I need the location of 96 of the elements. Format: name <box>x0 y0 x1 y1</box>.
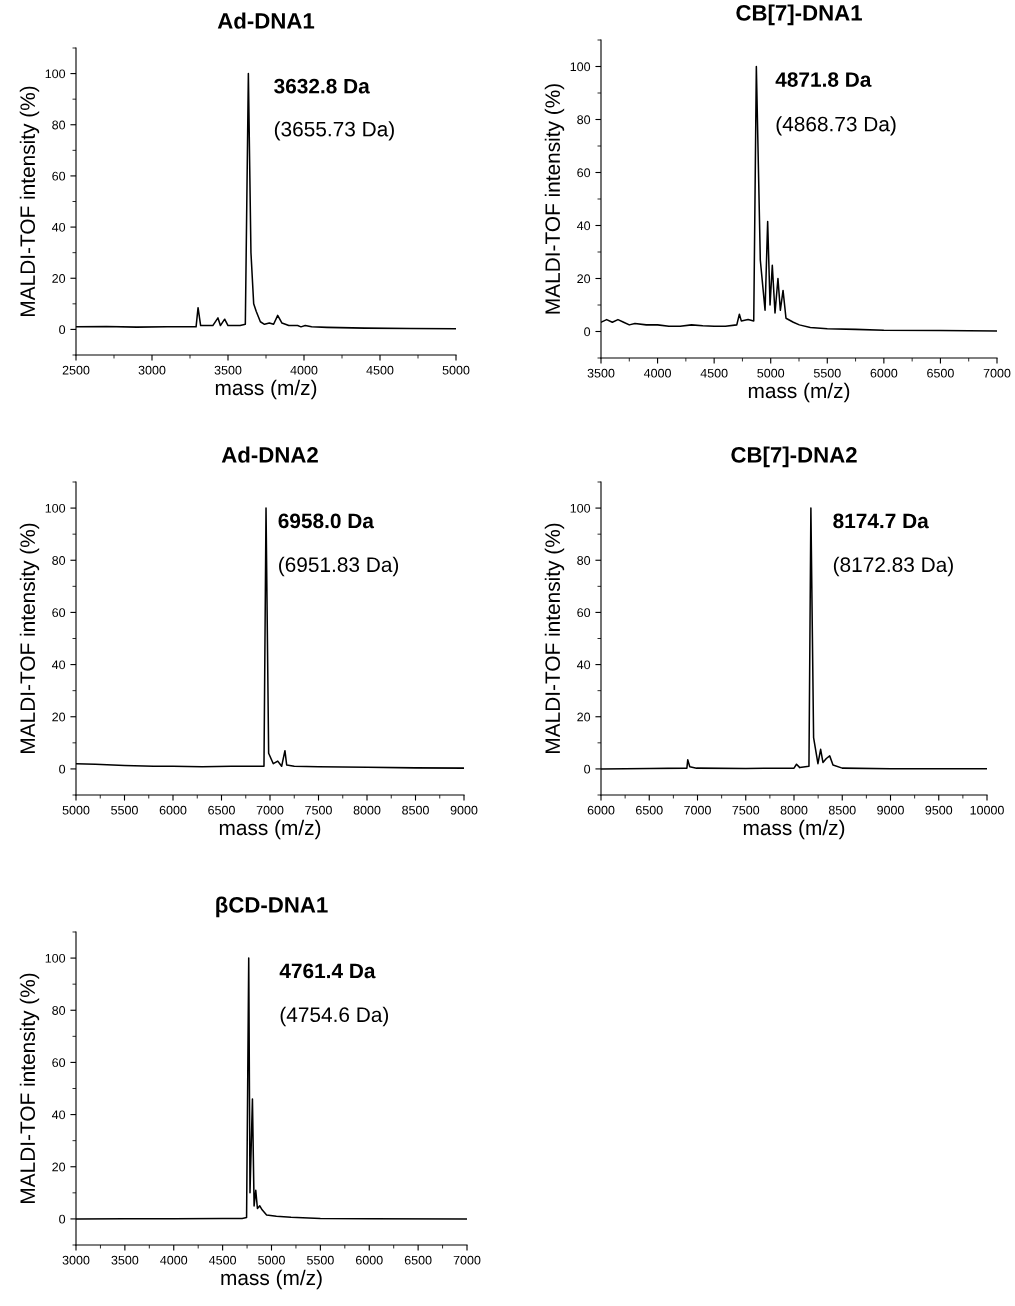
y-tick-label: 20 <box>577 712 591 722</box>
x-tick-label: 3500 <box>214 365 242 375</box>
y-tick-label: 80 <box>577 556 591 565</box>
x-tick-label: 4500 <box>366 365 394 375</box>
x-tick-label: 9500 <box>925 805 953 815</box>
x-tick-label: 6500 <box>208 805 235 815</box>
y-tick-label: 40 <box>576 660 591 670</box>
y-tick-label: 40 <box>51 222 66 232</box>
x-tick-label: 4500 <box>700 368 728 378</box>
x-axis-title: mass (m/z) <box>221 1269 322 1290</box>
x-tick-label: 7000 <box>684 805 711 815</box>
x-tick-label: 5500 <box>813 368 841 378</box>
chart-title: CB[7]-DNA2 <box>731 446 857 468</box>
y-tick-label: 20 <box>52 274 66 283</box>
x-tick-label: 4000 <box>160 1255 188 1265</box>
y-tick-label: 80 <box>52 120 66 130</box>
x-tick-label: 6000 <box>587 805 615 815</box>
y-tick-label: 80 <box>52 1006 66 1015</box>
x-tick-label: 9000 <box>450 805 478 815</box>
x-tick-label: 3500 <box>587 368 615 378</box>
y-tick-label: 80 <box>577 115 591 125</box>
x-tick-label: 3000 <box>62 1255 90 1265</box>
annotation: (8172.83 Da) <box>833 556 953 577</box>
x-tick-label: 6000 <box>870 368 898 378</box>
x-tick-label: 6000 <box>159 805 187 815</box>
y-axis-title: MALDI-TOF intensity (%) <box>19 523 40 753</box>
y-tick-label: 0 <box>59 1214 66 1224</box>
y-axis-title: MALDI-TOF intensity (%) <box>19 86 40 316</box>
y-tick-label: 100 <box>45 953 66 963</box>
x-axis-title: mass (m/z) <box>219 819 321 840</box>
x-tick-label: 7000 <box>983 368 1011 378</box>
x-tick-label: 5000 <box>757 368 785 378</box>
x-tick-label: 4500 <box>209 1255 237 1265</box>
x-tick-label: 4000 <box>290 365 318 375</box>
y-axis-title: MALDI-TOF intensity (%) <box>19 973 40 1203</box>
y-tick-label: 0 <box>584 327 591 337</box>
x-tick-label: 5000 <box>62 805 90 815</box>
annotation: (6951.83 Da) <box>279 556 399 577</box>
chart-title: βCD-DNA1 <box>216 896 328 918</box>
y-tick-label: 60 <box>577 608 591 618</box>
y-tick-label: 40 <box>576 221 591 231</box>
x-tick-label: 3000 <box>138 365 166 375</box>
x-tick-label: 5500 <box>111 805 138 815</box>
x-tick-label: 7000 <box>453 1255 481 1265</box>
x-tick-label: 4000 <box>643 368 671 378</box>
x-tick-label: 3500 <box>111 1255 139 1265</box>
y-tick-label: 100 <box>45 69 66 79</box>
annotation: 8174.7 Da <box>833 513 929 529</box>
annotation: 4761.4 Da <box>279 963 376 979</box>
y-tick-label: 40 <box>51 1110 66 1120</box>
x-tick-label: 9000 <box>877 805 904 815</box>
y-tick-label: 20 <box>577 274 591 284</box>
chart-title: CB[7]-DNA1 <box>736 4 862 26</box>
annotation: 4871.8 Da <box>775 72 872 87</box>
x-axis-title: mass (m/z) <box>215 379 317 400</box>
y-tick-label: 100 <box>45 503 66 513</box>
y-tick-label: 60 <box>52 171 66 181</box>
y-tick-label: 0 <box>584 764 591 774</box>
y-tick-label: 100 <box>570 62 591 72</box>
chart-title: Ad-DNA2 <box>221 446 318 463</box>
y-axis-title: MALDI-TOF intensity (%) <box>544 84 565 314</box>
y-tick-label: 0 <box>59 325 66 335</box>
y-tick-label: 0 <box>59 764 66 774</box>
x-tick-label: 5000 <box>258 1255 285 1265</box>
y-tick-label: 60 <box>52 608 66 618</box>
x-tick-label: 7000 <box>256 805 284 815</box>
y-axis-title: MALDI-TOF intensity (%) <box>544 523 565 753</box>
x-axis-title: mass (m/z) <box>748 382 850 403</box>
x-tick-label: 6500 <box>927 368 954 378</box>
chart-title: Ad-DNA1 <box>217 12 315 29</box>
x-tick-label: 10000 <box>970 805 1004 815</box>
y-tick-label: 80 <box>52 556 66 565</box>
x-tick-label: 6500 <box>404 1255 432 1265</box>
y-tick-label: 60 <box>52 1058 66 1068</box>
y-tick-label: 60 <box>577 168 591 178</box>
annotation: (3655.73 Da) <box>274 121 394 141</box>
y-tick-label: 40 <box>51 660 66 670</box>
x-tick-label: 5000 <box>442 365 470 375</box>
x-tick-label: 7500 <box>305 805 332 815</box>
x-tick-label: 2500 <box>62 365 90 375</box>
x-axis-title: mass (m/z) <box>743 819 845 840</box>
x-tick-label: 6000 <box>355 1255 383 1265</box>
x-tick-label: 6500 <box>635 805 663 815</box>
x-tick-label: 8000 <box>353 805 381 815</box>
y-tick-label: 20 <box>52 1162 66 1172</box>
y-tick-label: 100 <box>570 503 591 513</box>
annotation: (4868.73 Da) <box>776 116 896 136</box>
x-tick-label: 8500 <box>828 805 856 815</box>
x-tick-label: 7500 <box>732 805 760 815</box>
x-tick-label: 5500 <box>306 1255 334 1265</box>
annotation: 6958.0 Da <box>278 513 375 529</box>
annotation: (4754.6 Da) <box>280 1006 389 1027</box>
y-tick-label: 20 <box>52 712 66 722</box>
x-tick-label: 8000 <box>780 805 808 815</box>
annotation: 3632.8 Da <box>274 78 370 94</box>
x-tick-label: 8500 <box>402 805 429 815</box>
